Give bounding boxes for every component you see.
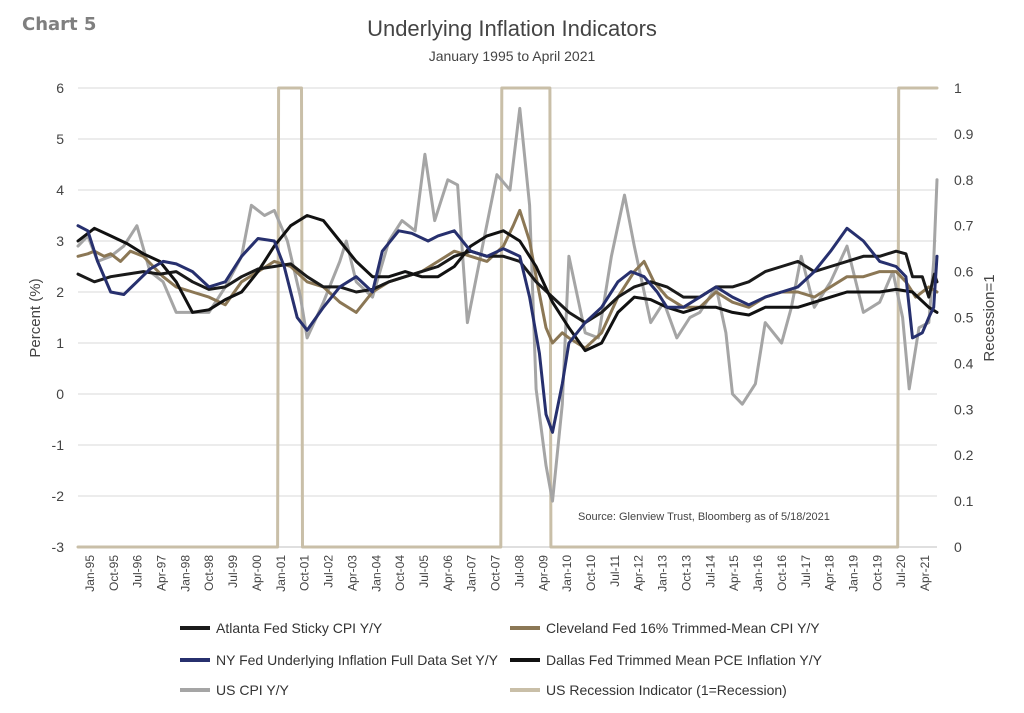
legend-swatch-cleveland (510, 626, 540, 630)
x-tick-label: Apr-12 (632, 555, 646, 591)
legend-label-nyfed: NY Fed Underlying Inflation Full Data Se… (216, 652, 498, 668)
chart-subtitle: January 1995 to April 2021 (428, 48, 596, 64)
x-tick-label: Oct-16 (775, 555, 789, 591)
y2-tick-label: 1 (954, 80, 962, 96)
x-tick-label: Jul-96 (131, 555, 145, 588)
x-tick-label: Jan-95 (83, 555, 97, 592)
series-line-3 (76, 214, 939, 353)
y-axis-title: Percent (%) (27, 278, 44, 357)
x-tick-label: Oct-01 (298, 555, 312, 591)
y-tick-label: -1 (52, 437, 65, 453)
legend-label-recession: US Recession Indicator (1=Recession) (546, 682, 787, 698)
series-line-0 (76, 249, 939, 325)
chart-title: Underlying Inflation Indicators (367, 16, 657, 41)
x-tick-label: Apr-97 (155, 555, 169, 591)
x-tick-label: Jan-16 (751, 555, 765, 592)
legend-label-cleveland: Cleveland Fed 16% Trimmed-Mean CPI Y/Y (546, 620, 820, 636)
figure-label: Chart 5 (22, 14, 97, 35)
x-tick-label: Jul-20 (894, 555, 908, 588)
x-tick-label: Jul-14 (703, 555, 717, 588)
x-tick-label: Jan-98 (178, 555, 192, 592)
x-tick-label: Jul-05 (417, 555, 431, 588)
x-tick-label: Jul-99 (226, 555, 240, 588)
x-tick-label: Jan-10 (560, 555, 574, 592)
x-tick-label: Oct-10 (584, 555, 598, 591)
y2-tick-label: 0.2 (954, 447, 974, 463)
legend-swatch-nyfed (180, 658, 210, 662)
x-tick-label: Oct-98 (202, 555, 216, 591)
x-tick-label: Oct-04 (393, 555, 407, 591)
x-tick-label: Jul-17 (799, 555, 813, 588)
x-axis-ticks: Jan-95 Oct-95 Jul-96 Apr-97 Jan-98 Oct-98 Jul-… (83, 555, 932, 592)
x-tick-label: Oct-19 (870, 555, 884, 591)
x-tick-label: Apr-18 (823, 555, 837, 591)
x-tick-label: Oct-13 (679, 555, 693, 591)
x-tick-label: Jan-04 (369, 555, 383, 592)
legend-swatch-recession (510, 688, 540, 692)
legend-item-atlanta: Atlanta Fed Sticky CPI Y/Y (180, 620, 382, 636)
legend-item-uscpi: US CPI Y/Y (180, 682, 289, 698)
y2-tick-label: 0.6 (954, 264, 974, 280)
y-tick-label: 2 (56, 284, 64, 300)
legend-item-dallas: Dallas Fed Trimmed Mean PCE Inflation Y/… (510, 652, 822, 668)
y-tick-label: 5 (56, 131, 64, 147)
x-tick-label: Apr-06 (441, 555, 455, 591)
x-tick-label: Jan-01 (274, 555, 288, 592)
y2-tick-label: 0.4 (954, 355, 974, 371)
x-tick-label: Jan-07 (465, 555, 479, 592)
y2-tick-label: 0 (954, 539, 962, 555)
legend-item-recession: US Recession Indicator (1=Recession) (510, 682, 787, 698)
y-tick-label: 4 (56, 182, 64, 198)
y-tick-label: 6 (56, 80, 64, 96)
y-axis-ticks: 6 5 4 3 2 1 0 -1 -2 -3 (52, 80, 65, 555)
x-tick-label: Jul-02 (322, 555, 336, 588)
series-lines (76, 86, 939, 549)
y-tick-label: -2 (52, 488, 65, 504)
x-tick-label: Apr-15 (727, 555, 741, 591)
legend-swatch-dallas (510, 658, 540, 662)
grid-lines (78, 87, 937, 548)
x-tick-label: Jan-13 (656, 555, 670, 592)
y-tick-label: 0 (56, 386, 64, 402)
x-tick-label: Apr-03 (345, 555, 359, 591)
x-tick-label: Jul-08 (512, 555, 526, 588)
series-line-2 (76, 224, 939, 434)
legend-label-dallas: Dallas Fed Trimmed Mean PCE Inflation Y/… (546, 652, 822, 668)
legend-item-cleveland: Cleveland Fed 16% Trimmed-Mean CPI Y/Y (510, 620, 820, 636)
x-tick-label: Jan-19 (846, 555, 860, 592)
x-tick-label: Apr-09 (536, 555, 550, 591)
series-line-5 (76, 86, 939, 549)
y2-tick-label: 0.9 (954, 126, 974, 142)
legend-item-nyfed: NY Fed Underlying Inflation Full Data Se… (180, 652, 498, 668)
y2-tick-label: 0.5 (954, 310, 974, 326)
series-line-1 (76, 208, 939, 350)
x-tick-label: Apr-00 (250, 555, 264, 591)
x-tick-label: Apr-21 (918, 555, 932, 591)
x-tick-label: Oct-07 (489, 555, 503, 591)
y2-axis-ticks: 1 0.9 0.8 0.7 0.6 0.5 0.4 0.3 0.2 0.1 0 (954, 80, 974, 555)
x-tick-label: Oct-95 (107, 555, 121, 591)
y-tick-label: 3 (56, 233, 64, 249)
legend-swatch-uscpi (180, 688, 210, 692)
y2-tick-label: 0.7 (954, 218, 974, 234)
legend-label-uscpi: US CPI Y/Y (216, 682, 289, 698)
legend-label-atlanta: Atlanta Fed Sticky CPI Y/Y (216, 620, 383, 636)
y-tick-label: 1 (56, 335, 64, 351)
y2-tick-label: 0.1 (954, 493, 974, 509)
y2-axis-title: Recession=1 (981, 274, 998, 361)
y2-tick-label: 0.3 (954, 401, 974, 417)
y2-tick-label: 0.8 (954, 172, 974, 188)
x-tick-label: Jul-11 (608, 555, 622, 587)
source-note: Source: Glenview Trust, Bloomberg as of … (578, 511, 830, 523)
y-tick-label: -3 (52, 539, 65, 555)
legend-swatch-atlanta (180, 626, 210, 630)
